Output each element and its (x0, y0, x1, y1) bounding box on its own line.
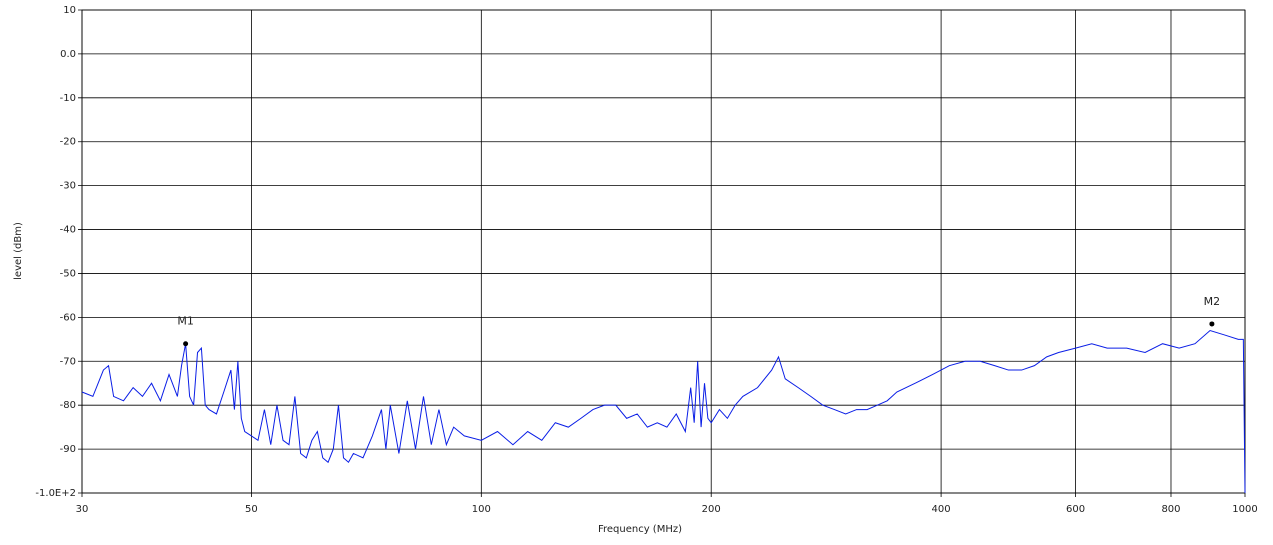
y-tick-label: 0.0 (60, 49, 76, 60)
x-tick-label: 1000 (1232, 504, 1257, 515)
marker-label: M1 (177, 315, 194, 328)
plot-frame (81, 9, 1246, 494)
y-tick-label: -10 (60, 93, 76, 104)
x-tick-label: 800 (1161, 504, 1180, 515)
data-line (81, 329, 1246, 494)
marker-label: M2 (1204, 295, 1221, 308)
x-tick-label: 200 (702, 504, 721, 515)
x-tick-label: 400 (932, 504, 951, 515)
y-tick-label: -80 (60, 400, 76, 411)
y-tick-label: -30 (60, 181, 76, 192)
y-tick-label: -60 (60, 312, 76, 323)
y-tick-label: -20 (60, 137, 76, 148)
marker-point (1209, 321, 1215, 327)
y-tick-label: -1.0E+2 (35, 488, 76, 499)
x-axis-label: Frequency (MHz) (598, 524, 682, 535)
x-tick-label: 30 (76, 504, 89, 515)
y-tick-label: 10 (63, 5, 76, 16)
y-axis-label: level (dBm) (13, 222, 24, 280)
y-tick-label: -50 (60, 268, 76, 279)
x-tick-label: 50 (245, 504, 258, 515)
marker-point (183, 341, 189, 347)
x-tick-label: 600 (1066, 504, 1085, 515)
x-tick-label: 100 (472, 504, 491, 515)
y-tick-label: -90 (60, 444, 76, 455)
y-tick-label: -40 (60, 225, 76, 236)
y-tick-label: -70 (60, 356, 76, 367)
